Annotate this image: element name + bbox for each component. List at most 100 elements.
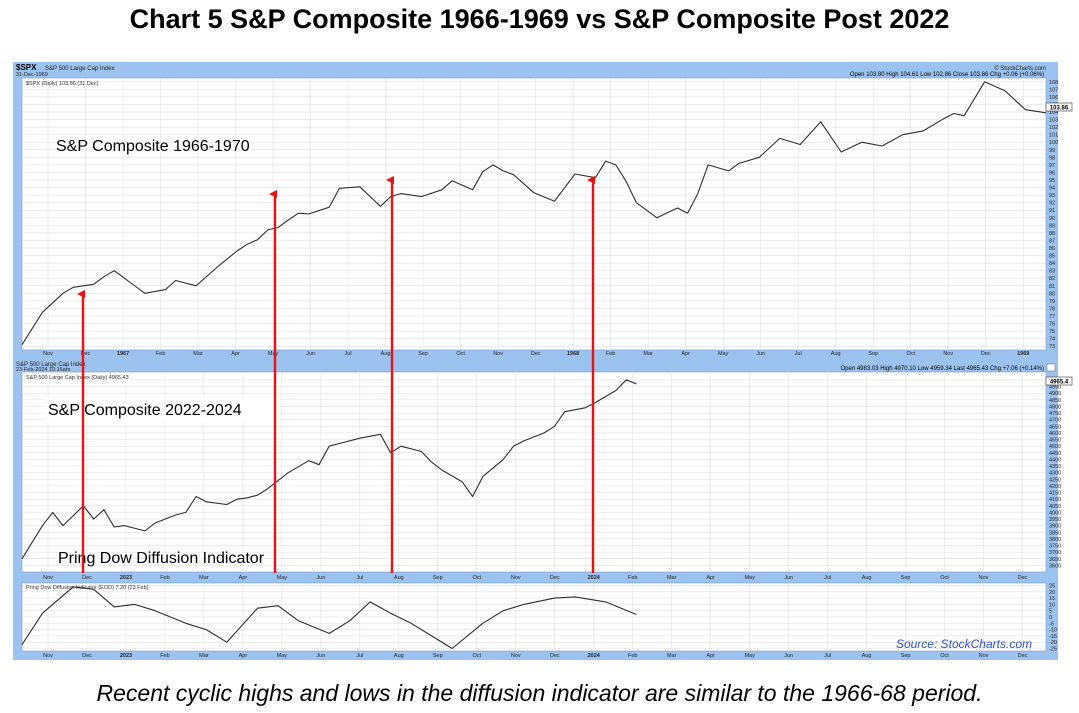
x-tick-label: Dec bbox=[531, 351, 541, 357]
y-tick-label: 89 bbox=[1049, 223, 1055, 229]
x-tick-label: Apr bbox=[231, 351, 240, 357]
x-tick-label: Feb bbox=[628, 575, 637, 581]
x-tick-label: Oct bbox=[906, 351, 915, 357]
y-tick-label: 4350 bbox=[1049, 464, 1061, 470]
y-tick-label: 80 bbox=[1049, 291, 1055, 297]
x-tick-label: Nov bbox=[511, 575, 521, 581]
y-tick-label: 3750 bbox=[1049, 544, 1061, 550]
x-tick-label: Oct bbox=[473, 575, 482, 581]
x-tick-label: Feb bbox=[628, 653, 637, 659]
y-tick-label: 25 bbox=[1049, 584, 1055, 590]
gridlines bbox=[22, 78, 1046, 651]
x-tick-label: Aug bbox=[394, 653, 404, 659]
x-tick-label: Sep bbox=[433, 575, 443, 581]
y-tick-label: 77 bbox=[1049, 314, 1055, 320]
y-axis-ticks: 1081071061051041031021011009998979695949… bbox=[1049, 80, 1061, 653]
series-line bbox=[21, 586, 637, 650]
x-tick-label: Jul bbox=[824, 575, 831, 581]
y-tick-label: 90 bbox=[1049, 216, 1055, 222]
x-tick-label: Sep bbox=[868, 351, 878, 357]
y-tick-label: 85 bbox=[1049, 254, 1055, 260]
x-tick-label: Dec bbox=[1018, 653, 1028, 659]
y-tick-label: 4400 bbox=[1049, 457, 1061, 463]
x-tick-label: Dec bbox=[1018, 575, 1028, 581]
annotation-1966: S&P Composite 1966-1970 bbox=[56, 138, 250, 155]
x-tick-label: Jun bbox=[784, 575, 793, 581]
x-tick-label: 2024 bbox=[588, 575, 601, 581]
y-tick-label: 5 bbox=[1049, 609, 1052, 615]
y-tick-label: 4050 bbox=[1049, 504, 1061, 510]
y-tick-label: 4150 bbox=[1049, 491, 1061, 497]
x-tick-label: Jun bbox=[316, 575, 325, 581]
x-tick-label: Oct bbox=[940, 653, 949, 659]
y-tick-label: 0 bbox=[1049, 615, 1052, 621]
x-tick-label: Oct bbox=[473, 653, 482, 659]
y-tick-label: 4300 bbox=[1049, 471, 1061, 477]
x-tick-label: Jul bbox=[345, 351, 352, 357]
x-tick-label: Dec bbox=[550, 653, 560, 659]
y-tick-label: 3950 bbox=[1049, 517, 1061, 523]
middle-index-name: S&P 500 Large Cap Index bbox=[16, 362, 86, 368]
x-tick-label: 2023 bbox=[120, 653, 132, 659]
x-tick-label: May bbox=[277, 575, 288, 581]
x-tick-label: 1969 bbox=[1017, 351, 1029, 357]
x-tick-label: Oct bbox=[456, 351, 465, 357]
arrows-group bbox=[77, 176, 595, 573]
x-tick-label: Mar bbox=[199, 653, 209, 659]
x-tick-label: May bbox=[744, 653, 755, 659]
x-tick-label: Nov bbox=[979, 653, 989, 659]
x-tick-label: Mar bbox=[193, 351, 203, 357]
top-legend: $SPX (Daily) 103.86 (31 Dec) bbox=[26, 81, 99, 87]
y-tick-label: 3600 bbox=[1049, 563, 1061, 569]
y-tick-label: 78 bbox=[1049, 306, 1055, 312]
y-tick-label: 102 bbox=[1049, 125, 1058, 131]
y-tick-label: 3650 bbox=[1049, 557, 1061, 563]
x-tick-label: 2024 bbox=[588, 653, 601, 659]
y-tick-label: 15 bbox=[1049, 596, 1055, 602]
x-tick-label: Feb bbox=[160, 575, 169, 581]
y-tick-label: -5 bbox=[1049, 621, 1054, 627]
series-line bbox=[21, 81, 1047, 345]
y-tick-label: 107 bbox=[1049, 87, 1058, 93]
y-tick-label: 106 bbox=[1049, 95, 1058, 101]
top-plot-area bbox=[21, 77, 1047, 351]
x-tick-label: Aug bbox=[381, 351, 391, 357]
y-tick-label: 79 bbox=[1049, 299, 1055, 305]
y-tick-label: 4650 bbox=[1049, 424, 1061, 430]
x-tick-label: Jun bbox=[316, 653, 325, 659]
x-tick-label: Feb bbox=[156, 351, 165, 357]
y-tick-label: 4200 bbox=[1049, 484, 1061, 490]
x-tick-label: Nov bbox=[43, 575, 53, 581]
x-tick-label: Nov bbox=[43, 653, 53, 659]
y-tick-label: 94 bbox=[1049, 186, 1055, 192]
x-tick-label: Mar bbox=[643, 351, 653, 357]
x-tick-label: Sep bbox=[901, 575, 911, 581]
y-tick-label: 4000 bbox=[1049, 510, 1061, 516]
y-tick-label: -10 bbox=[1049, 628, 1057, 634]
y-tick-label: 92 bbox=[1049, 201, 1055, 207]
y-tick-label: 4100 bbox=[1049, 497, 1061, 503]
x-tick-label: Apr bbox=[706, 653, 715, 659]
y-tick-label: 96 bbox=[1049, 170, 1055, 176]
top-ohlc: Open 103.80 High 104.61 Low 102.86 Close… bbox=[850, 72, 1044, 78]
x-tick-label: 1967 bbox=[117, 351, 129, 357]
y-tick-label: 86 bbox=[1049, 246, 1055, 252]
top-last-value-tag bbox=[1045, 102, 1073, 112]
y-tick-label: 4250 bbox=[1049, 477, 1061, 483]
panel-menu-icon[interactable] bbox=[1046, 363, 1056, 372]
chart-title: Chart 5 S&P Composite 1966-1969 vs S&P C… bbox=[129, 4, 950, 34]
y-tick-label: 91 bbox=[1049, 208, 1055, 214]
x-tick-label: Jul bbox=[795, 351, 802, 357]
y-tick-label: 75 bbox=[1049, 329, 1055, 335]
x-tick-label: May bbox=[277, 653, 288, 659]
y-tick-label: 3900 bbox=[1049, 524, 1061, 530]
y-tick-label: 4800 bbox=[1049, 404, 1061, 410]
middle-ohlc: Open 4983.03 High 4970.10 Low 4959.34 La… bbox=[841, 366, 1045, 372]
y-tick-label: 4850 bbox=[1049, 398, 1061, 404]
middle-last-value: 4965.4 bbox=[1050, 380, 1069, 386]
chart-caption: Recent cyclic highs and lows in the diff… bbox=[96, 680, 983, 706]
y-tick-label: 76 bbox=[1049, 322, 1055, 328]
annotation-diffusion: Pring Dow Diffusion Indicator bbox=[58, 550, 265, 567]
y-tick-label: 4450 bbox=[1049, 451, 1061, 457]
x-tick-label: Aug bbox=[394, 575, 404, 581]
